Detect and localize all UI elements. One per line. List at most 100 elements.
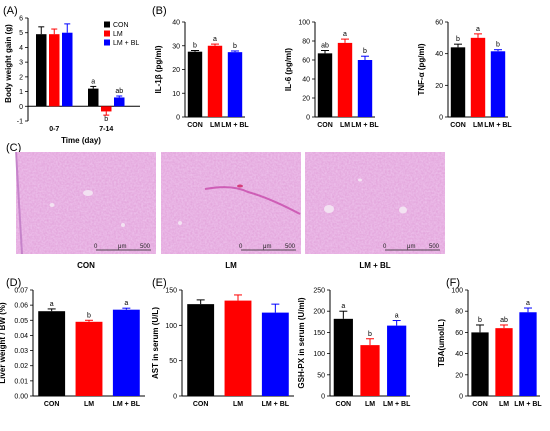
x-tick-label: LM [84,401,94,408]
bar-con [450,47,466,118]
x-tick-label: LM + BL [383,401,411,408]
bar-con [471,332,489,396]
bar-lmbl [62,32,73,107]
y-tick-label: 0 [459,394,463,401]
significance-label: b [233,43,237,50]
bar-lm [49,34,60,107]
bar-lm [224,300,252,396]
significance-label: a [526,300,530,307]
panel-letter-e: (E) [152,277,167,289]
significance-label: a [124,300,128,307]
y-tick-label: 0.05 [14,318,28,325]
y-tick-label: 40 [302,77,310,84]
y-axis-label: AST in serum (U/L) [151,307,160,379]
y-tick-label: 6 [19,16,23,23]
histology-caption-con: CON [77,261,95,270]
y-tick-label: 0 [439,115,443,122]
significance-label: a [395,313,399,320]
y-tick-label: 0.07 [14,288,28,295]
scale-bar-lm-bl: 0 μm 500 [383,244,440,251]
x-tick-label: LM + BL [514,401,542,408]
y-tick-label: 150 [165,288,177,295]
chart-il6: 0 20 40 60 80 100 IL-6 (pg/ml) ab CON a LM b LM + BL [284,20,379,130]
legend-label: CON [113,22,129,29]
panel-letter-c: (C) [6,142,21,154]
significance-label: ab [115,88,123,95]
scale-label-max: 500 [429,244,440,250]
x-tick-label: LM [365,401,375,408]
bar-con [187,51,203,117]
y-tick-label: 50 [169,358,177,365]
y-tick-label: 2 [19,74,23,81]
significance-label: b [368,331,372,338]
bar-lm [337,42,353,117]
scale-label-max: 500 [140,244,151,250]
scale-bar-con: 0 μm 500 [94,244,151,251]
y-tick-label: 0 [19,104,23,111]
panel-letter-b: (B) [152,5,167,17]
scale-label-max: 500 [285,244,296,250]
y-tick-label: 0.04 [14,333,28,340]
significance-label: ab [500,317,508,324]
x-tick-label: LM + BL [351,122,379,129]
significance-label: b [456,36,460,43]
y-tick-label: 0 [306,115,310,122]
bar-lm [101,106,112,112]
bar-lmbl [114,97,125,107]
x-tick-label: CON [193,401,209,408]
panel-letter-d: (D) [6,277,21,289]
significance-label: a [341,303,345,310]
panel-letter-f: (F) [446,277,460,289]
y-axis-label: Liver weight / BW (%) [0,302,7,384]
y-tick-label: 100 [298,20,310,27]
bar-con [187,304,215,396]
y-tick-label: 0.03 [14,348,28,355]
bar-con [88,88,99,107]
x-tick-label: CON [472,401,488,408]
x-tick-label: LM [499,401,509,408]
significance-label: b [478,317,482,324]
bar-lmbl [519,312,537,396]
y-axis-label: TBA(umol/L) [437,319,446,367]
x-tick-label: LM [210,122,220,129]
chart-tba: 0 20 40 60 80 100 TBA(umol/L) b CON ab LM a LM + BL [437,288,542,409]
y-tick-label: 3 [19,60,23,67]
scale-label-unit: μm [263,244,271,250]
y-tick-label: 80 [302,39,310,46]
scale-bar-lm: 0 μm 500 [239,244,296,251]
histology-lm [161,152,301,254]
y-axis-label: GSH-PX in serum (U/ml) [297,297,306,388]
x-tick-label: LM [340,122,350,129]
histology-con [15,151,156,255]
bar-lm [495,328,513,396]
y-tick-label: 40 [455,351,463,358]
significance-label: ab [321,43,329,50]
bar-lm [470,37,486,118]
x-tick-label: CON [44,401,60,408]
y-tick-label: 0 [173,394,177,401]
y-tick-label: 200 [313,309,325,316]
y-tick-label: 0 [321,394,325,401]
bar-con [333,318,353,396]
panel-letter-a: (A) [3,5,18,17]
y-tick-label: 40 [435,51,443,58]
y-tick-label: 100 [313,351,325,358]
scale-label-zero: 0 [94,244,98,250]
x-tick-label: CON [450,122,466,129]
y-tick-label: 100 [165,323,177,330]
bar-lm [75,321,103,396]
y-tick-label: 80 [455,309,463,316]
x-tick-label: CON [187,122,203,129]
y-tick-label: -1 [17,119,23,126]
significance-label: a [343,31,347,38]
y-tick-label: 150 [313,330,325,337]
bar-con [38,311,66,396]
x-tick-label: LM + BL [221,122,249,129]
x-tick-label: 7-14 [99,126,113,133]
chart-gsh-px: 0 50 100 150 200 250 GSH-PX in serum (U/ml) a CO… [297,288,411,409]
histology-caption-lm-bl: LM + BL [359,261,390,270]
x-tick-label: LM + BL [484,122,512,129]
bar-lmbl [261,312,289,396]
